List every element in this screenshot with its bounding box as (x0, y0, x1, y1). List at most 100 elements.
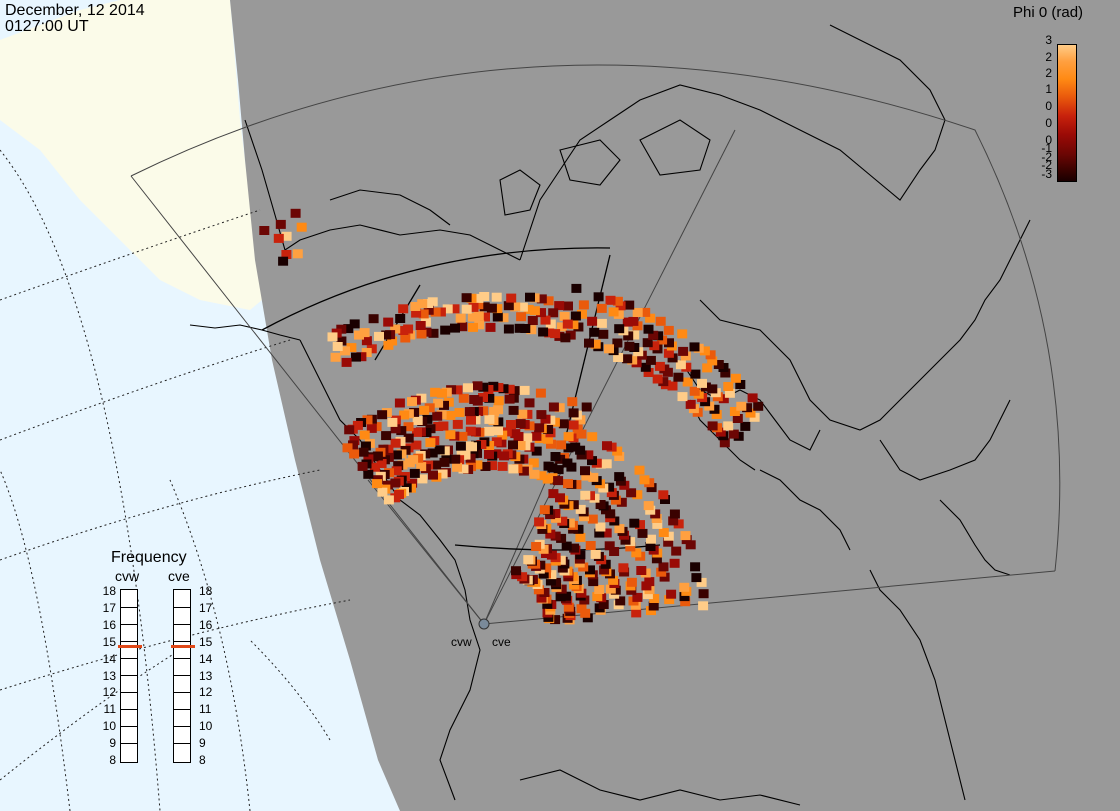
echo-cell (671, 546, 682, 556)
echo-cell (417, 474, 428, 484)
echo-cell (651, 554, 662, 564)
frequency-scale-label: 8 (199, 753, 206, 767)
echo-cell (463, 441, 474, 451)
echo-cell (585, 541, 596, 550)
echo-cell (562, 319, 573, 329)
echo-cell (613, 309, 624, 319)
echo-cell (707, 356, 718, 366)
echo-cell (516, 312, 527, 322)
echo-cell (492, 312, 503, 322)
echo-cell (576, 450, 587, 460)
echo-cell (487, 461, 497, 471)
frequency-marker (118, 645, 142, 648)
echo-cell (690, 369, 701, 379)
echo-cell (356, 352, 367, 362)
echo-cell (539, 505, 550, 515)
echo-cell (598, 600, 609, 609)
gauge-divider (121, 743, 137, 744)
echo-cell (698, 601, 709, 611)
echo-cell (437, 388, 447, 398)
echo-cell (480, 462, 491, 471)
legend-tick: 0 (1045, 133, 1052, 147)
legend-tick: -1 (1041, 141, 1052, 155)
echo-cell (449, 304, 460, 314)
echo-cell (632, 490, 643, 500)
echo-cell (719, 438, 730, 448)
grid-lines (0, 149, 351, 811)
echo-cell (563, 301, 573, 311)
echo-cell (387, 417, 398, 427)
echo-cell (468, 302, 479, 312)
echo-cell (390, 478, 401, 488)
echo-cell (620, 535, 631, 545)
echo-cell (730, 373, 741, 383)
echo-cell (550, 452, 561, 461)
echo-cell (520, 324, 531, 333)
echo-cell (281, 231, 292, 241)
echo-cell (616, 497, 627, 507)
echo-cell (642, 590, 653, 600)
echo-cell (336, 336, 347, 346)
echo-cell (640, 362, 651, 372)
frequency-scale-label: 10 (199, 719, 213, 734)
echo-cell (538, 569, 549, 579)
legend-title: Phi 0 (rad) (1013, 4, 1084, 21)
echo-cell (747, 393, 758, 403)
echo-cell (554, 301, 565, 311)
echo-cell (480, 312, 490, 322)
echo-cell (398, 304, 409, 314)
echo-cell (624, 341, 635, 351)
gauge-divider (121, 641, 137, 642)
echo-cell (461, 293, 472, 303)
echo-cell (372, 479, 382, 489)
gauge-divider (121, 692, 137, 693)
echo-cell (629, 330, 640, 340)
echo-cell (327, 332, 338, 342)
echo-cell (383, 317, 394, 327)
echo-cell (581, 402, 592, 412)
echo-cell (631, 608, 642, 618)
echo-cell (506, 293, 517, 303)
echo-cell (590, 339, 601, 349)
echo-cell (404, 458, 415, 468)
echo-cell (577, 309, 587, 319)
echo-cell (523, 304, 534, 314)
echo-cell (614, 524, 625, 534)
echo-cell (645, 542, 656, 551)
echo-cell (489, 407, 500, 416)
echo-cell (514, 323, 525, 333)
radar-site-marker (478, 618, 490, 630)
frequency-scale-label: 10 (102, 719, 116, 734)
echo-cell (517, 409, 528, 419)
echo-cell (473, 293, 484, 303)
echo-cell (369, 462, 380, 472)
echo-cell (720, 368, 731, 378)
echo-cell (568, 408, 579, 418)
echo-cell (407, 397, 417, 407)
echo-cell (377, 410, 388, 420)
frequency-scale-label: 8 (109, 753, 116, 767)
echo-cell (519, 385, 530, 395)
echo-cell (506, 420, 516, 429)
echo-cell (606, 488, 617, 498)
echo-cell (614, 324, 625, 334)
echo-cell (465, 426, 476, 436)
echo-cell (531, 431, 542, 441)
echo-cell (442, 304, 453, 314)
echo-cell (699, 346, 710, 356)
echo-cell (555, 493, 565, 503)
echo-cell (349, 449, 360, 459)
echo-cell (612, 338, 623, 348)
echo-cell (667, 353, 678, 363)
echo-cell (587, 456, 597, 466)
echo-cell (483, 385, 494, 394)
echo-cell (361, 348, 372, 357)
echo-cell (366, 423, 377, 433)
echo-cell (340, 346, 350, 356)
echo-cell (571, 283, 582, 293)
echo-cell (543, 425, 554, 434)
echo-cell (416, 393, 427, 403)
echo-cell (629, 518, 640, 528)
echo-cell (421, 428, 432, 437)
echo-cell (344, 425, 355, 435)
